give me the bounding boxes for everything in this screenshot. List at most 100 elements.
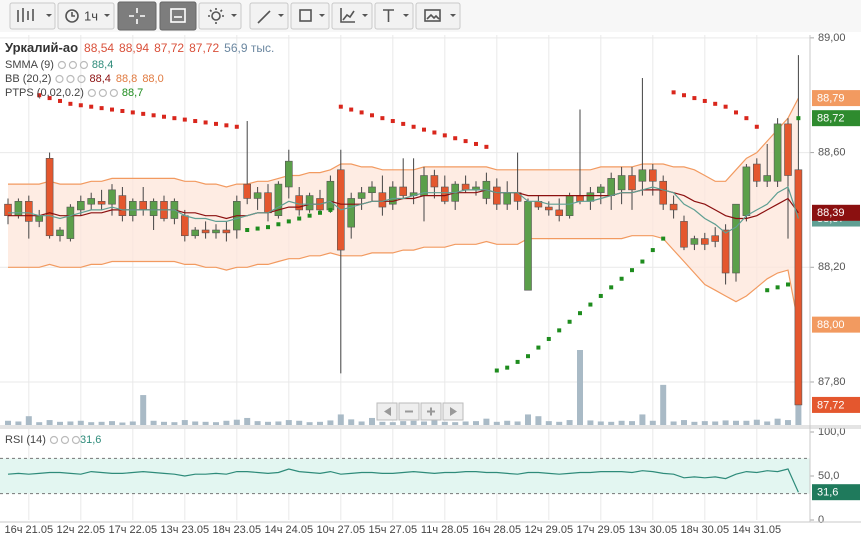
- ptps-dot: [380, 116, 385, 121]
- volume-bar: [327, 420, 334, 425]
- candle-body: [264, 192, 272, 214]
- volume-bar: [15, 421, 22, 425]
- candle-body: [253, 192, 262, 199]
- candle-body: [721, 229, 730, 274]
- volume-bar: [25, 416, 32, 425]
- candle-body: [77, 201, 85, 211]
- candle-body: [763, 175, 772, 182]
- volume-bar: [514, 421, 521, 425]
- volume-bar: [452, 422, 459, 425]
- ptps-dot: [130, 110, 135, 115]
- ptps-dot: [401, 121, 406, 126]
- ptps-dot: [328, 207, 333, 212]
- x-tick-label: 14ч 24.05: [265, 524, 314, 536]
- crosshair-button[interactable]: [117, 1, 157, 31]
- zoom-in[interactable]: [420, 402, 442, 421]
- ptps-dot: [214, 121, 218, 126]
- ptps-dot: [515, 359, 520, 364]
- fibo-button[interactable]: [331, 2, 373, 30]
- candle-body: [669, 203, 678, 211]
- indicator-value: 88,0: [142, 73, 163, 85]
- volume-bar: [379, 421, 386, 425]
- volume-bar: [577, 350, 583, 425]
- candle-body: [378, 192, 387, 208]
- shape-button[interactable]: [290, 2, 330, 30]
- volume-bar: [306, 422, 313, 425]
- candle-body: [212, 229, 220, 234]
- y-tick-label: 89,00: [818, 32, 846, 44]
- candle-body: [742, 166, 751, 216]
- legend-icon: [68, 60, 78, 70]
- volume-bar: [712, 421, 719, 425]
- candle-body: [357, 192, 366, 199]
- ptps-dot: [151, 113, 156, 118]
- volume-bar: [525, 414, 531, 425]
- ptps-dot: [734, 110, 738, 115]
- y-tick-label: 88,20: [818, 261, 846, 273]
- ptps-dot: [245, 228, 250, 232]
- zoom-button[interactable]: [159, 1, 197, 31]
- ptps-dot: [754, 124, 759, 129]
- candle-body: [129, 201, 137, 216]
- volume-bar: [764, 421, 771, 425]
- ptps-dot: [692, 96, 697, 101]
- zoom-out[interactable]: [398, 402, 420, 421]
- scroll-right[interactable]: [442, 402, 464, 421]
- volume-bar: [244, 417, 251, 425]
- price-tag-label: 88,79: [817, 92, 845, 104]
- ptps-dot: [193, 119, 198, 124]
- candle-body: [305, 195, 314, 211]
- volume-bar: [618, 420, 625, 425]
- ptps-dot: [359, 110, 364, 115]
- volume-bar: [587, 420, 594, 425]
- volume-bar: [150, 420, 157, 425]
- image-button[interactable]: [415, 2, 461, 30]
- x-tick-label: 16ч 28.05: [473, 524, 522, 536]
- interval-button[interactable]: 1ч: [57, 2, 115, 30]
- volume-bar: [660, 384, 667, 425]
- price-tag: [812, 396, 860, 413]
- volume-bar: [597, 421, 604, 425]
- volume-bar: [296, 420, 303, 425]
- legend: Уркалий-ао 88,54 88,94 87,72 87,72 56,9 тыс. …: [5, 40, 274, 445]
- volume-bar: [774, 418, 781, 425]
- volume-bar: [691, 421, 698, 425]
- text-button[interactable]: [374, 2, 414, 30]
- candle-body: [295, 195, 304, 211]
- ptps-dot: [453, 136, 458, 141]
- ptps-dot: [567, 319, 572, 324]
- scroll-left[interactable]: [376, 402, 398, 421]
- instrument-name: Уркалий-ао: [5, 40, 78, 55]
- candle-body: [503, 192, 512, 205]
- candle-body: [347, 198, 356, 228]
- ptps-dot: [557, 328, 562, 333]
- candle-body: [628, 175, 636, 191]
- rsi-band: [0, 458, 810, 494]
- y-tick-label: 0: [818, 514, 824, 526]
- volume-bar: [223, 420, 230, 425]
- volume-bar: [400, 421, 407, 425]
- volume-bar: [67, 421, 74, 425]
- volume-bar: [181, 420, 188, 425]
- volume-bar: [77, 420, 84, 425]
- volume-bar: [733, 420, 739, 425]
- indicators-button[interactable]: [198, 2, 242, 30]
- chart-type-button[interactable]: [9, 2, 56, 30]
- legend-icons: [49, 435, 81, 445]
- indicator-value: 88,7: [122, 87, 143, 99]
- rsi-line: [7, 468, 799, 493]
- candle-body: [45, 158, 54, 237]
- price-tag-label: 87,72: [817, 399, 845, 411]
- ptps-dot: [297, 216, 302, 221]
- ptps-dot: [234, 124, 239, 129]
- legend-icon: [55, 74, 64, 84]
- ptps-dot: [422, 127, 426, 132]
- candle-body: [607, 178, 616, 196]
- candle-body: [638, 169, 647, 182]
- draw-line-button[interactable]: [249, 2, 289, 30]
- volume-bar: [535, 416, 542, 425]
- ptps-dot: [390, 119, 395, 124]
- ptps-dot: [661, 236, 666, 241]
- volume-bar: [753, 419, 760, 425]
